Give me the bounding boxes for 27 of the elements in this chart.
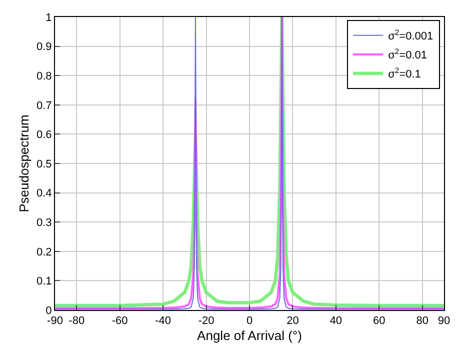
y-tick-label: 0.4 bbox=[36, 188, 52, 200]
legend-label: σ$^{2}$=0.01 bbox=[388, 47, 428, 62]
x-tick-label: -90 bbox=[47, 315, 63, 328]
x-tick-label: -40 bbox=[155, 315, 172, 328]
y-tick-label: 0.5 bbox=[36, 158, 52, 170]
x-tick-label: 0 bbox=[246, 315, 253, 328]
y-tick-label: 1 bbox=[46, 12, 52, 24]
x-tick-label: -60 bbox=[112, 315, 128, 328]
x-tick-label: 20 bbox=[286, 315, 299, 328]
y-tick-label: 0.2 bbox=[36, 246, 52, 258]
x-tick-label: 60 bbox=[373, 315, 386, 328]
y-tick-label: 0.1 bbox=[36, 276, 52, 288]
x-tick-label: 90 bbox=[438, 315, 450, 328]
y-tick-label: 0.9 bbox=[36, 41, 52, 54]
y-tick-label: 0.7 bbox=[36, 100, 52, 112]
y-tick-label: 0.6 bbox=[36, 129, 52, 142]
x-tick-label: -20 bbox=[198, 315, 214, 328]
x-tick-label: -80 bbox=[68, 315, 85, 328]
y-tick-label: 0 bbox=[46, 304, 52, 317]
y-tick-label: 0.8 bbox=[36, 70, 52, 82]
x-tick-label: 40 bbox=[330, 315, 342, 328]
x-axis-title: Angle of Arrival (°) bbox=[197, 328, 302, 343]
legend-label: σ$^{2}$=0.001 bbox=[388, 28, 434, 43]
y-tick-label: 0.3 bbox=[36, 216, 52, 229]
legend-label: σ$^{2}$=0.1 bbox=[388, 66, 421, 81]
y-axis-title: Pseudospectrum bbox=[16, 114, 32, 212]
x-tick-label: 80 bbox=[416, 315, 429, 328]
